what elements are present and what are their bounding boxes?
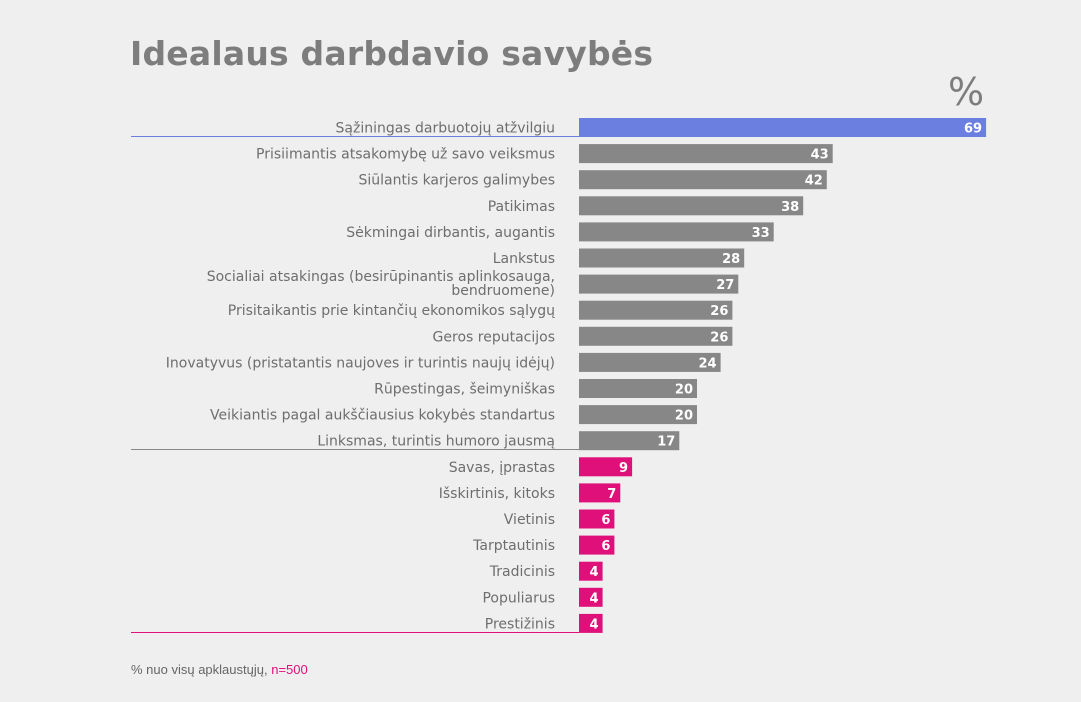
sample-size: n=500 (271, 662, 308, 677)
category-label: Vietinis (504, 512, 555, 528)
category-label: Sąžiningas darbuotojų atžvilgiu (336, 121, 556, 137)
category-label: Linksmas, turintis humoro jausmą (317, 434, 555, 450)
bar (579, 535, 615, 555)
bar-value-label: 20 (675, 383, 693, 398)
unit-label: % (948, 70, 985, 114)
category-label: Prestižinis (485, 616, 555, 632)
bar-value-label: 6 (601, 513, 610, 528)
bar (579, 118, 987, 137)
category-label: Savas, įprastas (449, 460, 555, 476)
bar-value-label: 26 (710, 304, 728, 319)
bar-value-label: 27 (716, 278, 734, 293)
category-label: Sėkmingai dirbantis, augantis (346, 225, 555, 241)
bar-value-label: 42 (805, 174, 823, 189)
bar-value-label: 24 (699, 356, 717, 371)
category-label: Patikimas (488, 199, 555, 215)
bar-value-label: 26 (710, 330, 728, 345)
bar (579, 196, 804, 216)
category-label: Prisitaikantis prie kintančių ekonomikos… (228, 303, 555, 319)
chart-title: Idealaus darbdavio savybės (130, 34, 654, 73)
bar-value-label: 4 (590, 565, 599, 580)
bar (579, 274, 739, 294)
bar (579, 405, 697, 425)
bar (579, 613, 603, 633)
bar (579, 222, 774, 242)
bar (579, 352, 721, 372)
bar-value-label: 43 (811, 148, 829, 163)
bar (579, 170, 827, 190)
bar (579, 457, 633, 477)
footnote: % nuo visų apklaustųjų, n=500 (131, 662, 308, 677)
category-label: Rūpestingas, šeimyniškas (374, 382, 555, 398)
category-label: Lankstus (493, 251, 555, 267)
footnote-text: % nuo visų apklaustųjų, (131, 662, 268, 677)
category-label: Išskirtinis, kitoks (439, 486, 555, 502)
bar (579, 144, 833, 164)
category-label: Tarptautinis (472, 538, 555, 554)
bar (579, 300, 733, 320)
category-label: Siūlantis karjeros galimybes (358, 173, 555, 189)
bar-value-label: 38 (781, 200, 799, 215)
bar-value-label: 4 (590, 617, 599, 632)
bar-value-label: 6 (601, 539, 610, 554)
bar-value-label: 4 (590, 591, 599, 606)
bar (579, 248, 745, 268)
bar-value-label: 69 (964, 122, 982, 137)
bar-value-label: 20 (675, 409, 693, 424)
bar (579, 509, 615, 529)
bar-value-label: 28 (722, 252, 740, 267)
bar (579, 431, 680, 451)
bar (579, 587, 603, 607)
category-label: Socialiai atsakingas (besirūpinantis apl… (207, 269, 555, 299)
category-label: Tradicinis (489, 564, 555, 580)
category-label: Geros reputacijos (433, 329, 555, 345)
bar-value-label: 9 (619, 461, 628, 476)
bar-value-label: 33 (752, 226, 770, 241)
category-label: Veikiantis pagal aukščiausius kokybės st… (210, 408, 555, 424)
category-label: Populiarus (482, 590, 555, 606)
bar (579, 326, 733, 346)
category-label: Inovatyvus (pristatantis naujoves ir tur… (166, 355, 555, 371)
category-label: Prisiimantis atsakomybę už savo veiksmus (256, 147, 555, 163)
bar (579, 561, 603, 581)
bar-value-label: 17 (657, 435, 675, 450)
bar (579, 483, 621, 503)
bar (579, 379, 697, 398)
bar-value-label: 7 (607, 487, 616, 502)
